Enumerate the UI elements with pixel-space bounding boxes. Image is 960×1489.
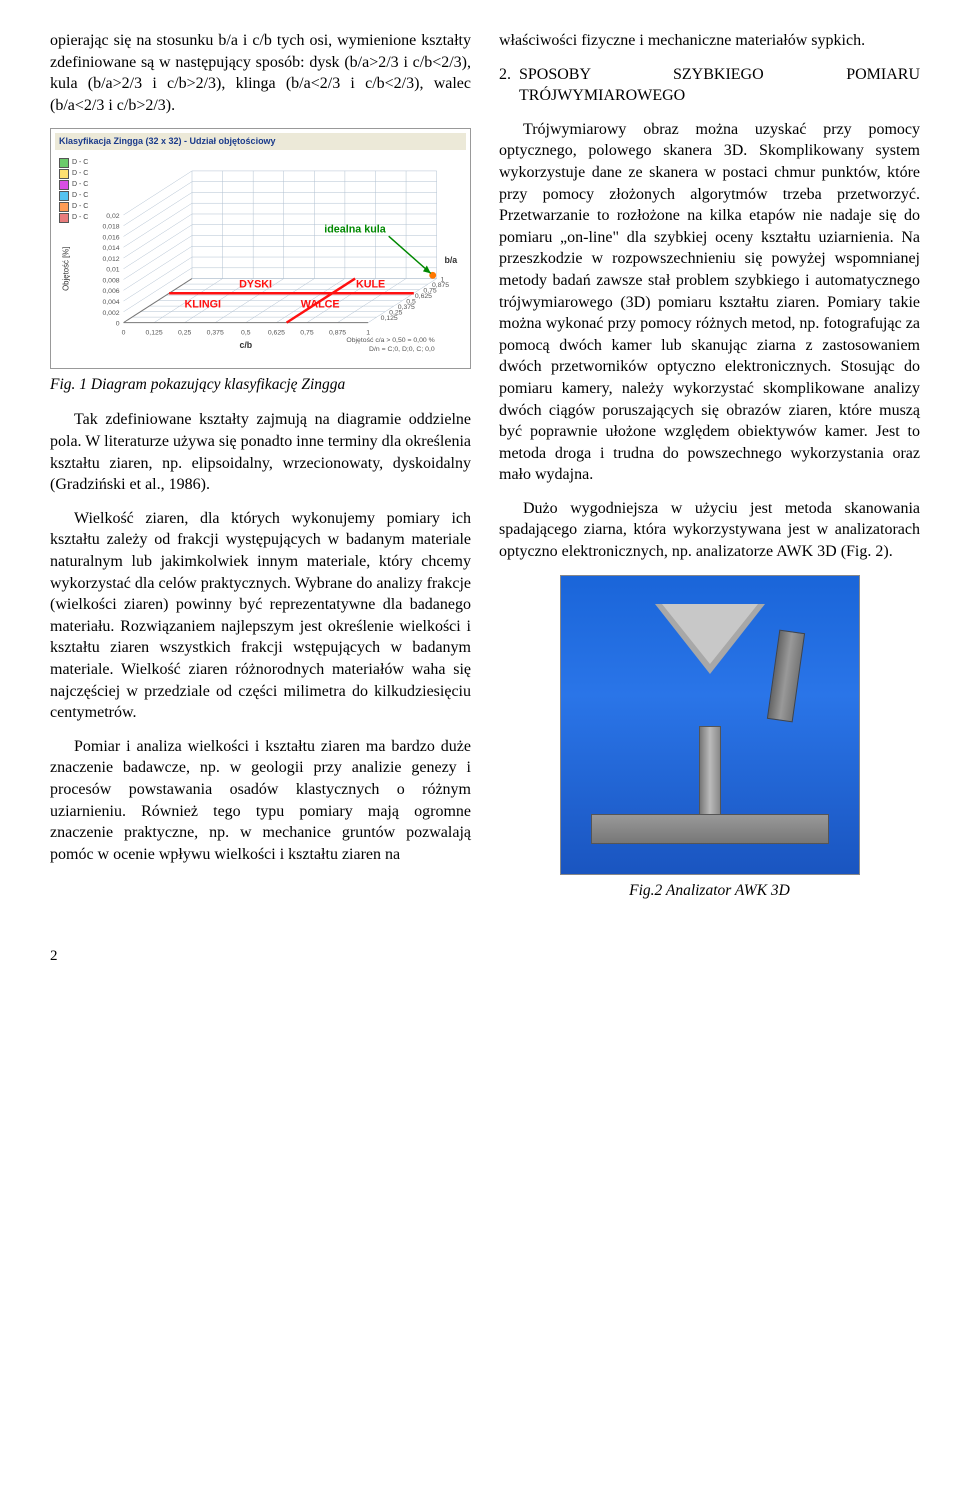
svg-text:0,018: 0,018 bbox=[102, 223, 119, 230]
section-num: 2. bbox=[499, 64, 511, 107]
svg-text:0,125: 0,125 bbox=[146, 329, 163, 336]
svg-text:0,01: 0,01 bbox=[106, 266, 120, 273]
svg-text:0,02: 0,02 bbox=[106, 212, 120, 219]
diagram-legend: D - CD - CD - CD - CD - CD - C bbox=[59, 158, 88, 223]
legend-item: D - C bbox=[59, 180, 88, 190]
right-p1: Trójwymiarowy obraz można uzyskać przy p… bbox=[499, 119, 920, 486]
svg-text:0,014: 0,014 bbox=[102, 245, 119, 252]
legend-item: D - C bbox=[59, 213, 88, 223]
svg-text:0: 0 bbox=[122, 329, 126, 336]
svg-text:b/a: b/a bbox=[444, 254, 457, 264]
svg-text:1: 1 bbox=[441, 276, 445, 283]
svg-text:0,625: 0,625 bbox=[268, 329, 285, 336]
svg-text:1: 1 bbox=[366, 329, 370, 336]
svg-text:0,375: 0,375 bbox=[207, 329, 224, 336]
fig2-caption: Fig.2 Analizator AWK 3D bbox=[499, 881, 920, 902]
svg-text:WALCE: WALCE bbox=[301, 298, 340, 310]
legend-item: D - C bbox=[59, 158, 88, 168]
svg-text:KLINGI: KLINGI bbox=[185, 298, 221, 310]
right-p2: Dużo wygodniejsza w użyciu jest metoda s… bbox=[499, 498, 920, 563]
fig1-diagram: Klasyfikacja Zingga (32 x 32) - Udział o… bbox=[50, 128, 471, 368]
left-intro: opierając się na stosunku b/a i c/b tych… bbox=[50, 30, 471, 116]
svg-text:c/b: c/b bbox=[239, 340, 252, 350]
svg-text:0,008: 0,008 bbox=[102, 277, 119, 284]
legend-item: D - C bbox=[59, 191, 88, 201]
svg-text:KULE: KULE bbox=[356, 278, 385, 290]
left-p1: Tak zdefiniowane kształty zajmują na dia… bbox=[50, 409, 471, 495]
svg-text:0,002: 0,002 bbox=[102, 309, 119, 316]
svg-text:0,75: 0,75 bbox=[300, 329, 314, 336]
svg-text:0,5: 0,5 bbox=[241, 329, 251, 336]
svg-text:DYSKI: DYSKI bbox=[239, 278, 272, 290]
svg-text:Objętość c/a > 0,50 = 0,00 %: Objętość c/a > 0,50 = 0,00 % bbox=[346, 337, 434, 344]
right-cont: właściwości fizyczne i mechaniczne mater… bbox=[499, 30, 920, 52]
svg-text:0,875: 0,875 bbox=[329, 329, 346, 336]
svg-text:Objętość [%]: Objętość [%] bbox=[62, 246, 71, 290]
svg-text:0,25: 0,25 bbox=[178, 329, 192, 336]
fig1-caption: Fig. 1 Diagram pokazujący klasyfikację Z… bbox=[50, 375, 471, 396]
svg-text:0,012: 0,012 bbox=[102, 255, 119, 262]
svg-text:D/n = C;0, D;0, C; 0,0: D/n = C;0, D;0, C; 0,0 bbox=[369, 346, 435, 353]
legend-item: D - C bbox=[59, 202, 88, 212]
left-p2: Wielkość ziaren, dla których wykonujemy … bbox=[50, 508, 471, 724]
page-number: 2 bbox=[50, 946, 920, 966]
legend-item: D - C bbox=[59, 169, 88, 179]
svg-text:0,004: 0,004 bbox=[102, 299, 119, 306]
svg-text:idealna kula: idealna kula bbox=[324, 223, 387, 235]
fig2-photo bbox=[560, 575, 860, 875]
svg-text:0,006: 0,006 bbox=[102, 288, 119, 295]
svg-text:0: 0 bbox=[116, 320, 120, 327]
svg-text:0,016: 0,016 bbox=[102, 234, 119, 241]
diagram-svg: 0 0,002 0,004 0,006 0,008 0,01 0,012 0,014 0,016… bbox=[55, 154, 466, 364]
left-p3: Pomiar i analiza wielkości i kształtu zi… bbox=[50, 736, 471, 866]
section-title: SPOSOBY SZYBKIEGO POMIARU TRÓJWYMIAROWEG… bbox=[519, 64, 920, 107]
section-2-heading: 2. SPOSOBY SZYBKIEGO POMIARU TRÓJWYMIARO… bbox=[499, 64, 920, 107]
diagram-title: Klasyfikacja Zingga (32 x 32) - Udział o… bbox=[55, 133, 466, 149]
